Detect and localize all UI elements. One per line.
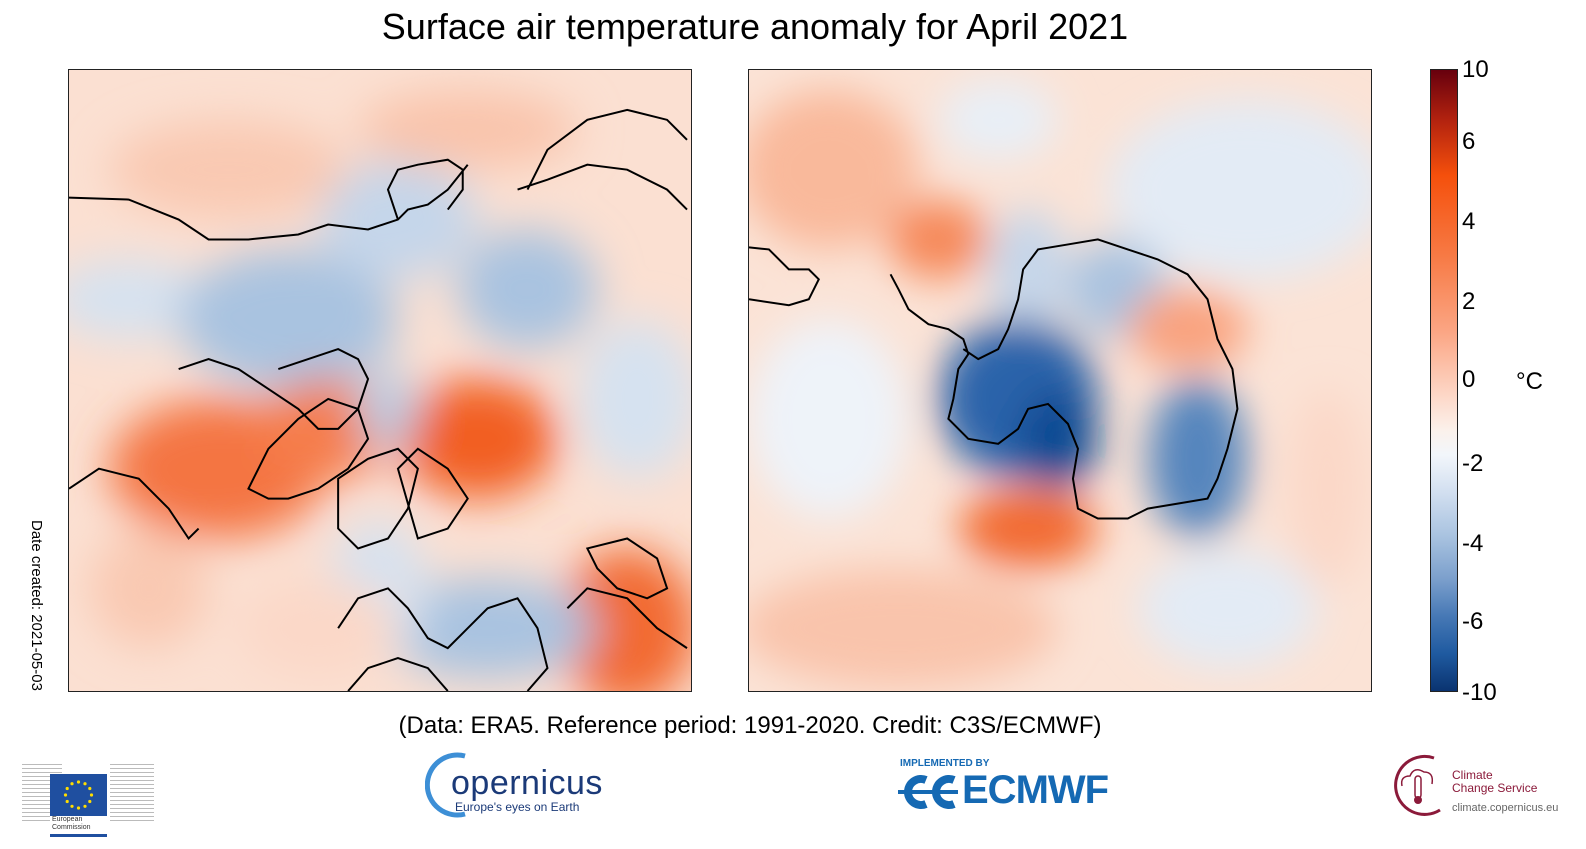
colorbar — [1430, 69, 1458, 692]
north-coastlines — [69, 108, 688, 691]
climate-change-service-logo: Climate Change Service climate.copernicu… — [1386, 752, 1586, 818]
south-coastlines — [749, 238, 1239, 520]
ec-line2: Commission — [52, 824, 91, 831]
colorbar-tick: 4 — [1462, 208, 1476, 235]
thermometer-cloud-icon — [1394, 754, 1441, 816]
c3s-url: climate.copernicus.eu — [1452, 802, 1559, 814]
colorbar-tick: -4 — [1462, 530, 1484, 557]
ec-text: European Commission — [50, 816, 107, 837]
eu-flag-icon — [50, 774, 107, 816]
colorbar-unit-label: °C — [1516, 368, 1543, 395]
data-credit: (Data: ERA5. Reference period: 1991-2020… — [398, 712, 1102, 739]
colorbar-tick: 2 — [1462, 288, 1476, 315]
ecmwf-emblem-icon — [898, 775, 958, 809]
copernicus-tagline: Europe's eyes on Earth — [455, 800, 580, 814]
date-created: Date created: 2021-05-03 — [28, 520, 45, 691]
copernicus-wordmark: opernicus — [451, 764, 603, 802]
colorbar-tick: -6 — [1462, 608, 1484, 635]
copernicus-logo: opernicus Europe's eyes on Earth — [425, 752, 605, 818]
colorbar-tick: 0 — [1462, 366, 1476, 393]
implemented-by-label: IMPLEMENTED BY — [900, 758, 990, 769]
ec-building-right — [110, 764, 154, 824]
colorbar-tick: -10 — [1462, 679, 1497, 706]
ecmwf-wordmark: ECMWF — [962, 768, 1109, 812]
colorbar-tick: 6 — [1462, 128, 1476, 155]
south-anomaly-field — [749, 70, 1371, 691]
c3s-line1: Climate — [1452, 768, 1493, 782]
copernicus-arc-icon — [425, 752, 466, 818]
map-northern-hemisphere — [68, 69, 692, 692]
colorbar-tick: 10 — [1462, 56, 1489, 83]
chart-title: Surface air temperature anomaly for Apri… — [381, 6, 1129, 47]
map-southern-hemisphere — [748, 69, 1372, 692]
european-commission-logo: European Commission — [22, 750, 154, 838]
c3s-line2: Change Service — [1452, 781, 1538, 795]
ecmwf-logo: IMPLEMENTED BY ECMWF — [898, 756, 1138, 816]
colorbar-tick: -2 — [1462, 450, 1484, 477]
ec-line1: European — [52, 816, 83, 823]
north-anomaly-field — [69, 70, 691, 691]
